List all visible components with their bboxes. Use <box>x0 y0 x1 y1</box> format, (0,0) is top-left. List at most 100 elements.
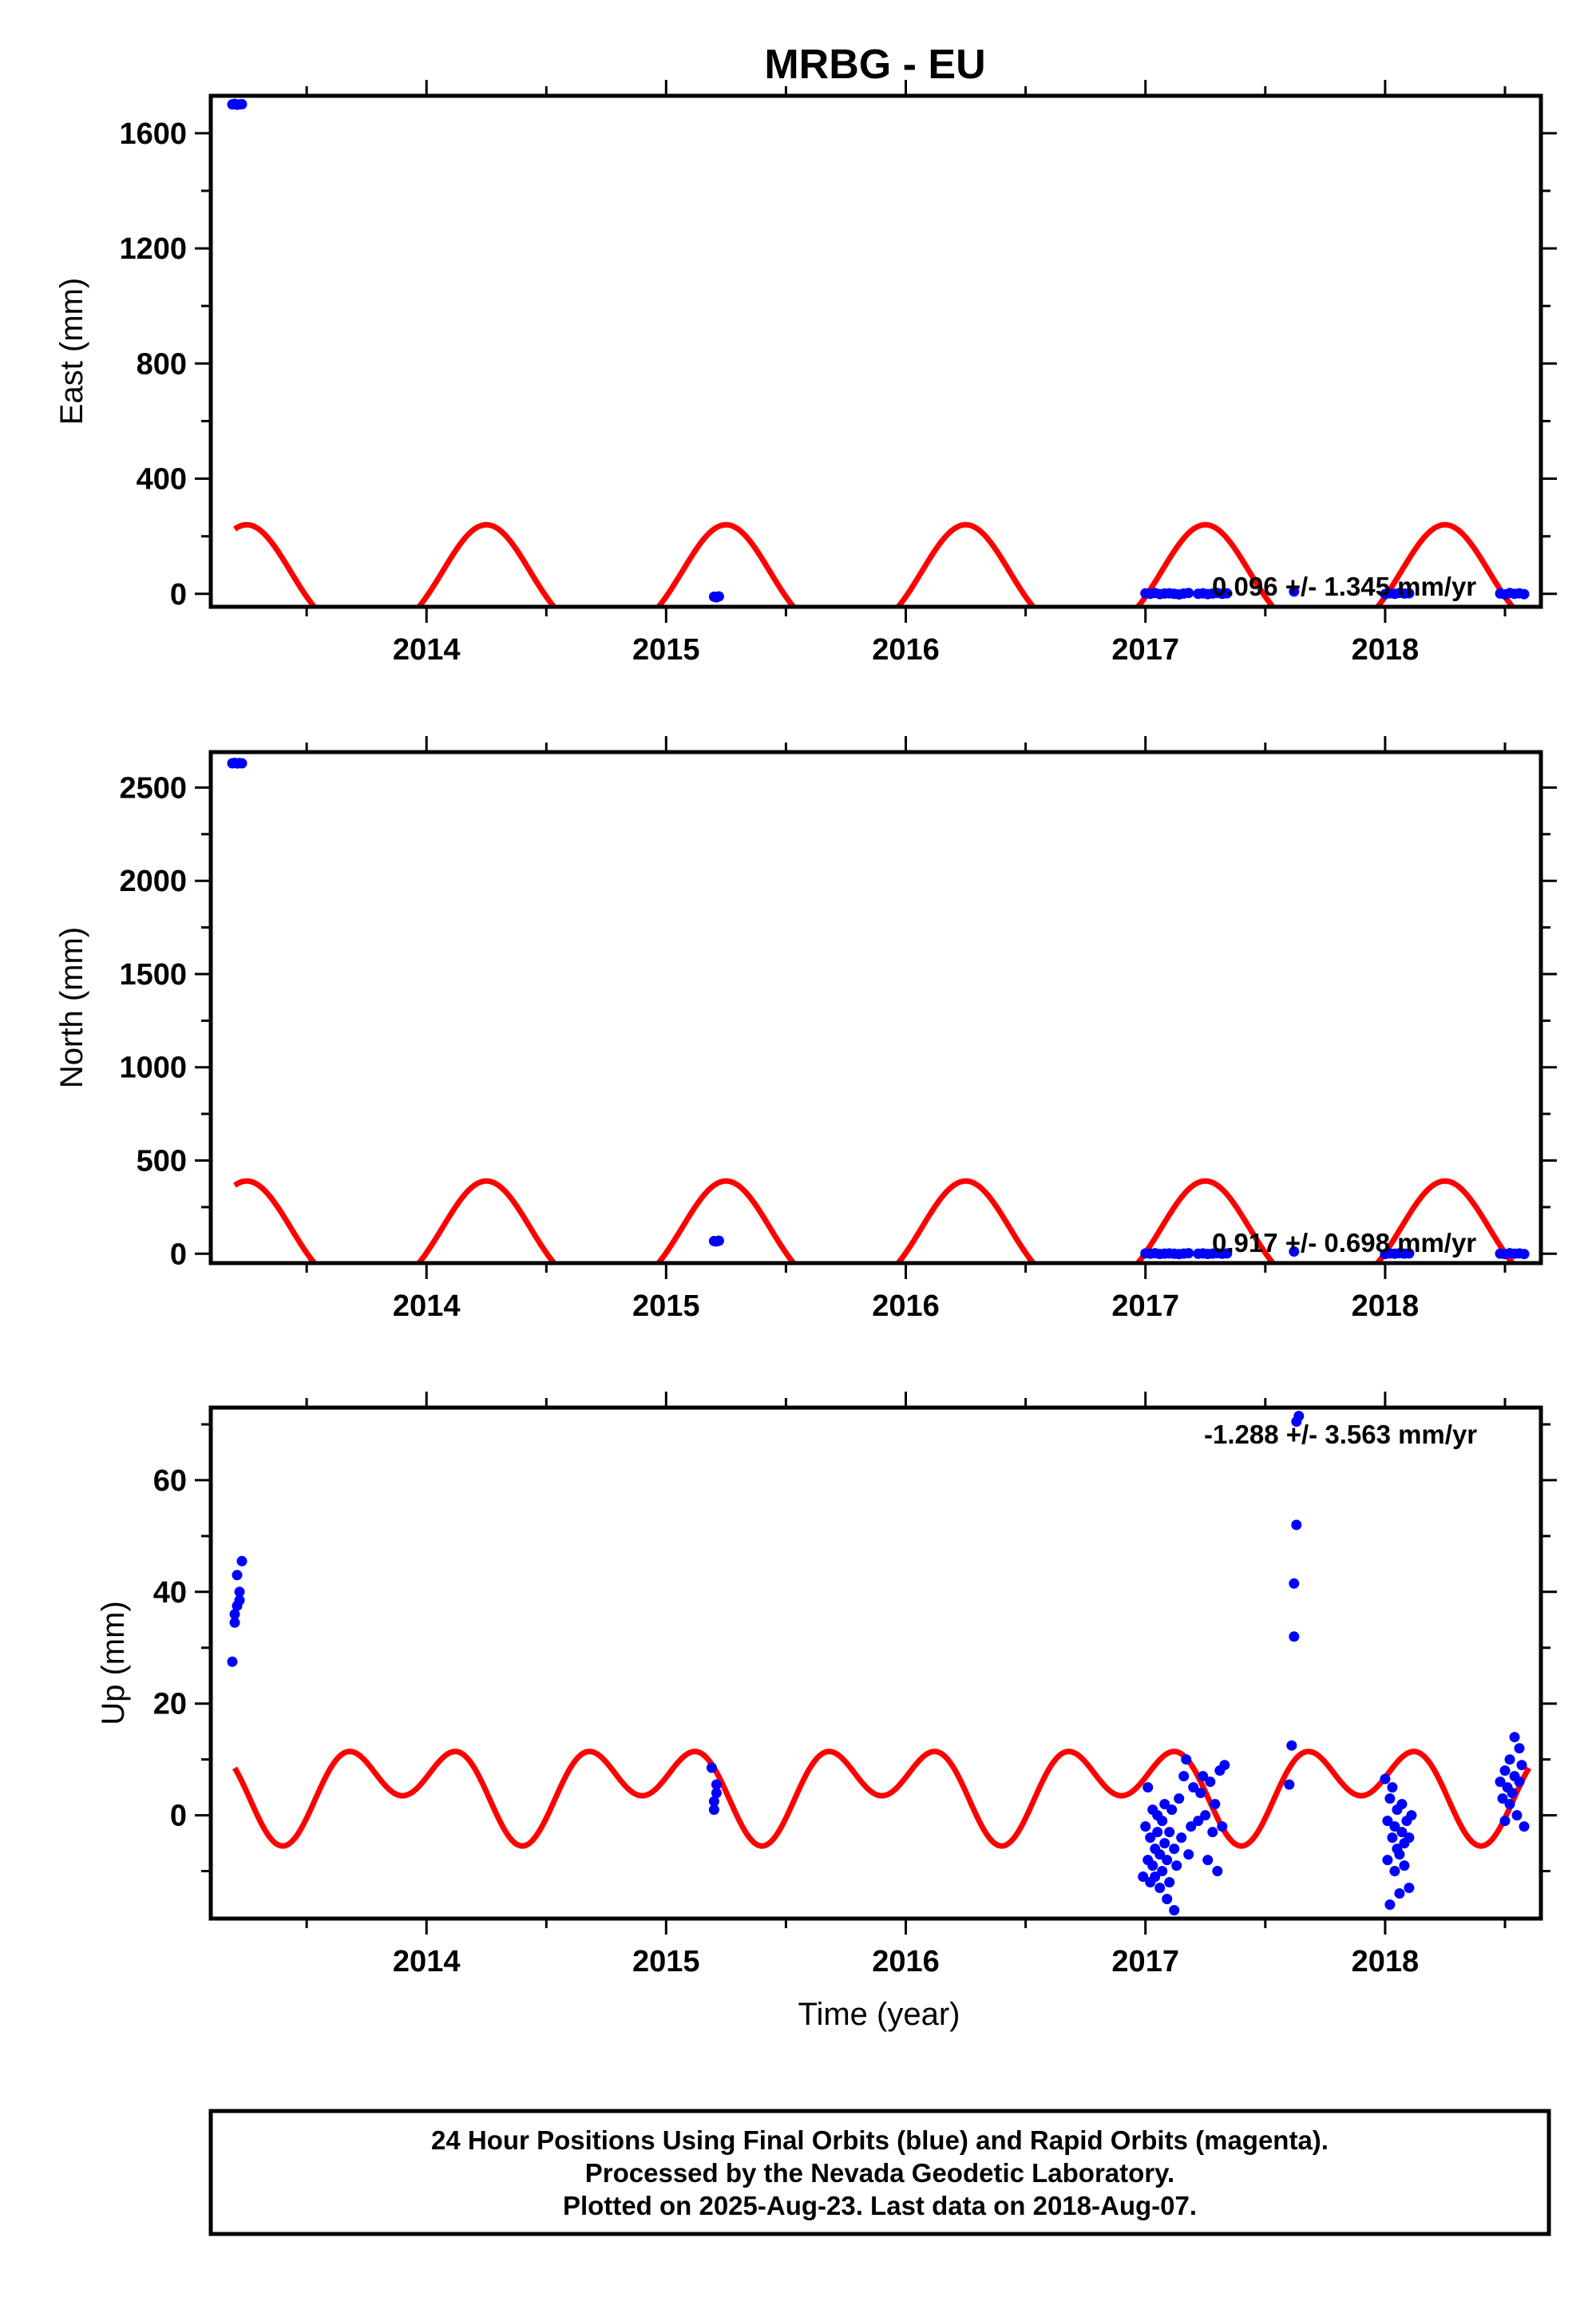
up-data-point <box>1406 1810 1417 1821</box>
up-x-tick-label: 2016 <box>872 1945 940 1978</box>
up-data-point <box>1219 1760 1230 1771</box>
up-data-point <box>1150 1871 1161 1882</box>
up-data-point <box>1147 1860 1158 1871</box>
up-data-point <box>1169 1905 1180 1915</box>
up-data-point <box>1504 1799 1515 1810</box>
up-ticks-layer: 2014 2015 2016 2017 2018 0 20 40 60 <box>153 1392 1557 1978</box>
east-y-tick-label: 400 <box>137 463 187 497</box>
up-data-point <box>236 1555 248 1566</box>
up-x-tick-label: 2018 <box>1352 1945 1420 1978</box>
up-model-curve <box>232 1749 1532 1849</box>
up-data-point <box>708 1804 719 1816</box>
up-data-point <box>1387 1782 1398 1793</box>
north-data-point <box>1404 1248 1415 1259</box>
up-data-point <box>1504 1754 1515 1765</box>
up-data-point <box>1207 1827 1218 1838</box>
up-data-point <box>1164 1827 1175 1838</box>
east-y-tick-label: 0 <box>170 578 187 612</box>
north-data-point <box>1183 1248 1194 1259</box>
east-x-tick-label: 2018 <box>1352 633 1420 667</box>
up-data-point <box>1499 1765 1511 1776</box>
up-axis-label: Up (mm) <box>96 1601 131 1725</box>
up-data-point <box>706 1762 717 1773</box>
north-x-tick-label: 2016 <box>872 1289 940 1323</box>
up-data-point <box>1396 1799 1408 1810</box>
up-data-point <box>1404 1832 1415 1844</box>
up-data-point <box>1499 1816 1511 1827</box>
up-data-point <box>1159 1799 1170 1810</box>
up-data-point <box>1284 1779 1295 1790</box>
up-data-point <box>1157 1816 1168 1827</box>
up-x-tick-label: 2014 <box>393 1945 461 1978</box>
up-data-point <box>229 1617 240 1628</box>
up-data-point <box>1293 1411 1305 1421</box>
up-data-point <box>1174 1793 1185 1804</box>
north-y-tick-label: 500 <box>137 1145 187 1178</box>
east-data-point <box>236 99 248 109</box>
up-data-point <box>1384 1793 1396 1804</box>
north-data-point <box>1289 1246 1300 1257</box>
up-data-point <box>1166 1804 1178 1816</box>
up-data-point <box>1404 1883 1415 1893</box>
x-axis-label: Time (year) <box>798 1997 960 2032</box>
north-axis-label: North (mm) <box>54 927 89 1088</box>
up-data-point <box>1169 1844 1180 1855</box>
east-model-curve <box>233 521 1516 607</box>
up-data-point <box>234 1594 245 1606</box>
east-y-tick-label: 1200 <box>119 232 187 266</box>
up-data-point <box>1138 1871 1149 1882</box>
up-data-point <box>1195 1788 1206 1799</box>
up-x-tick-label: 2015 <box>632 1945 700 1978</box>
north-data-point <box>236 758 248 769</box>
up-data-point <box>1291 1519 1302 1531</box>
east-x-tick-label: 2016 <box>872 633 940 667</box>
north-data-layer <box>227 758 1530 1263</box>
east-data-point <box>1519 588 1530 600</box>
up-data-point <box>1289 1578 1300 1589</box>
up-data-point <box>1143 1782 1154 1793</box>
up-data-point <box>1198 1771 1209 1782</box>
up-data-point <box>1200 1810 1211 1821</box>
north-panel: 2014 2015 2016 2017 2018 0 500 1000 1500 2000 2500… <box>54 736 1557 1323</box>
up-data-point <box>1382 1816 1393 1827</box>
east-x-tick-label: 2015 <box>632 633 700 667</box>
north-y-tick-label: 2000 <box>119 865 187 898</box>
east-x-tick-label: 2017 <box>1111 633 1179 667</box>
up-data-point <box>1514 1776 1525 1788</box>
footer-box: 24 Hour Positions Using Final Orbits (bl… <box>208 2109 1551 2236</box>
up-data-point <box>1171 1860 1182 1871</box>
up-data-point <box>1289 1631 1300 1642</box>
up-data-point <box>1514 1743 1525 1754</box>
north-x-tick-label: 2015 <box>632 1289 700 1323</box>
up-data-point <box>1193 1816 1204 1827</box>
up-x-tick-label: 2017 <box>1111 1945 1179 1978</box>
up-data-point <box>1152 1827 1163 1838</box>
north-data-point <box>713 1235 724 1246</box>
up-data-point <box>1162 1894 1173 1904</box>
up-data-point <box>1217 1821 1228 1832</box>
up-data-point <box>1389 1866 1400 1876</box>
up-data-point <box>1164 1877 1175 1887</box>
up-data-point <box>1396 1827 1408 1838</box>
up-data-point <box>229 1609 240 1620</box>
up-data-point <box>1154 1849 1166 1860</box>
east-data-layer <box>227 98 1530 607</box>
east-data-point <box>1222 588 1233 599</box>
north-x-tick-label: 2014 <box>393 1289 461 1323</box>
up-data-point <box>1140 1821 1151 1832</box>
up-data-point <box>1399 1860 1410 1871</box>
east-ticks-layer: 2014 2015 2016 2017 2018 0 400 800 1200 1600 <box>119 80 1557 667</box>
up-y-tick-label: 40 <box>153 1576 187 1610</box>
north-y-tick-label: 1500 <box>119 958 187 992</box>
up-y-tick-label: 20 <box>153 1688 187 1721</box>
up-data-point <box>1516 1760 1527 1771</box>
footer-line-1: 24 Hour Positions Using Final Orbits (bl… <box>431 2125 1329 2155</box>
north-data-point <box>1519 1249 1530 1260</box>
up-data-point <box>711 1779 722 1790</box>
up-data-point <box>1507 1788 1518 1799</box>
east-x-tick-label: 2014 <box>393 633 461 667</box>
east-data-point <box>713 591 724 602</box>
up-data-point <box>232 1570 243 1581</box>
up-data-point <box>1389 1821 1400 1832</box>
up-rate-label: -1.288 +/- 3.563 mm/yr <box>1204 1420 1477 1449</box>
